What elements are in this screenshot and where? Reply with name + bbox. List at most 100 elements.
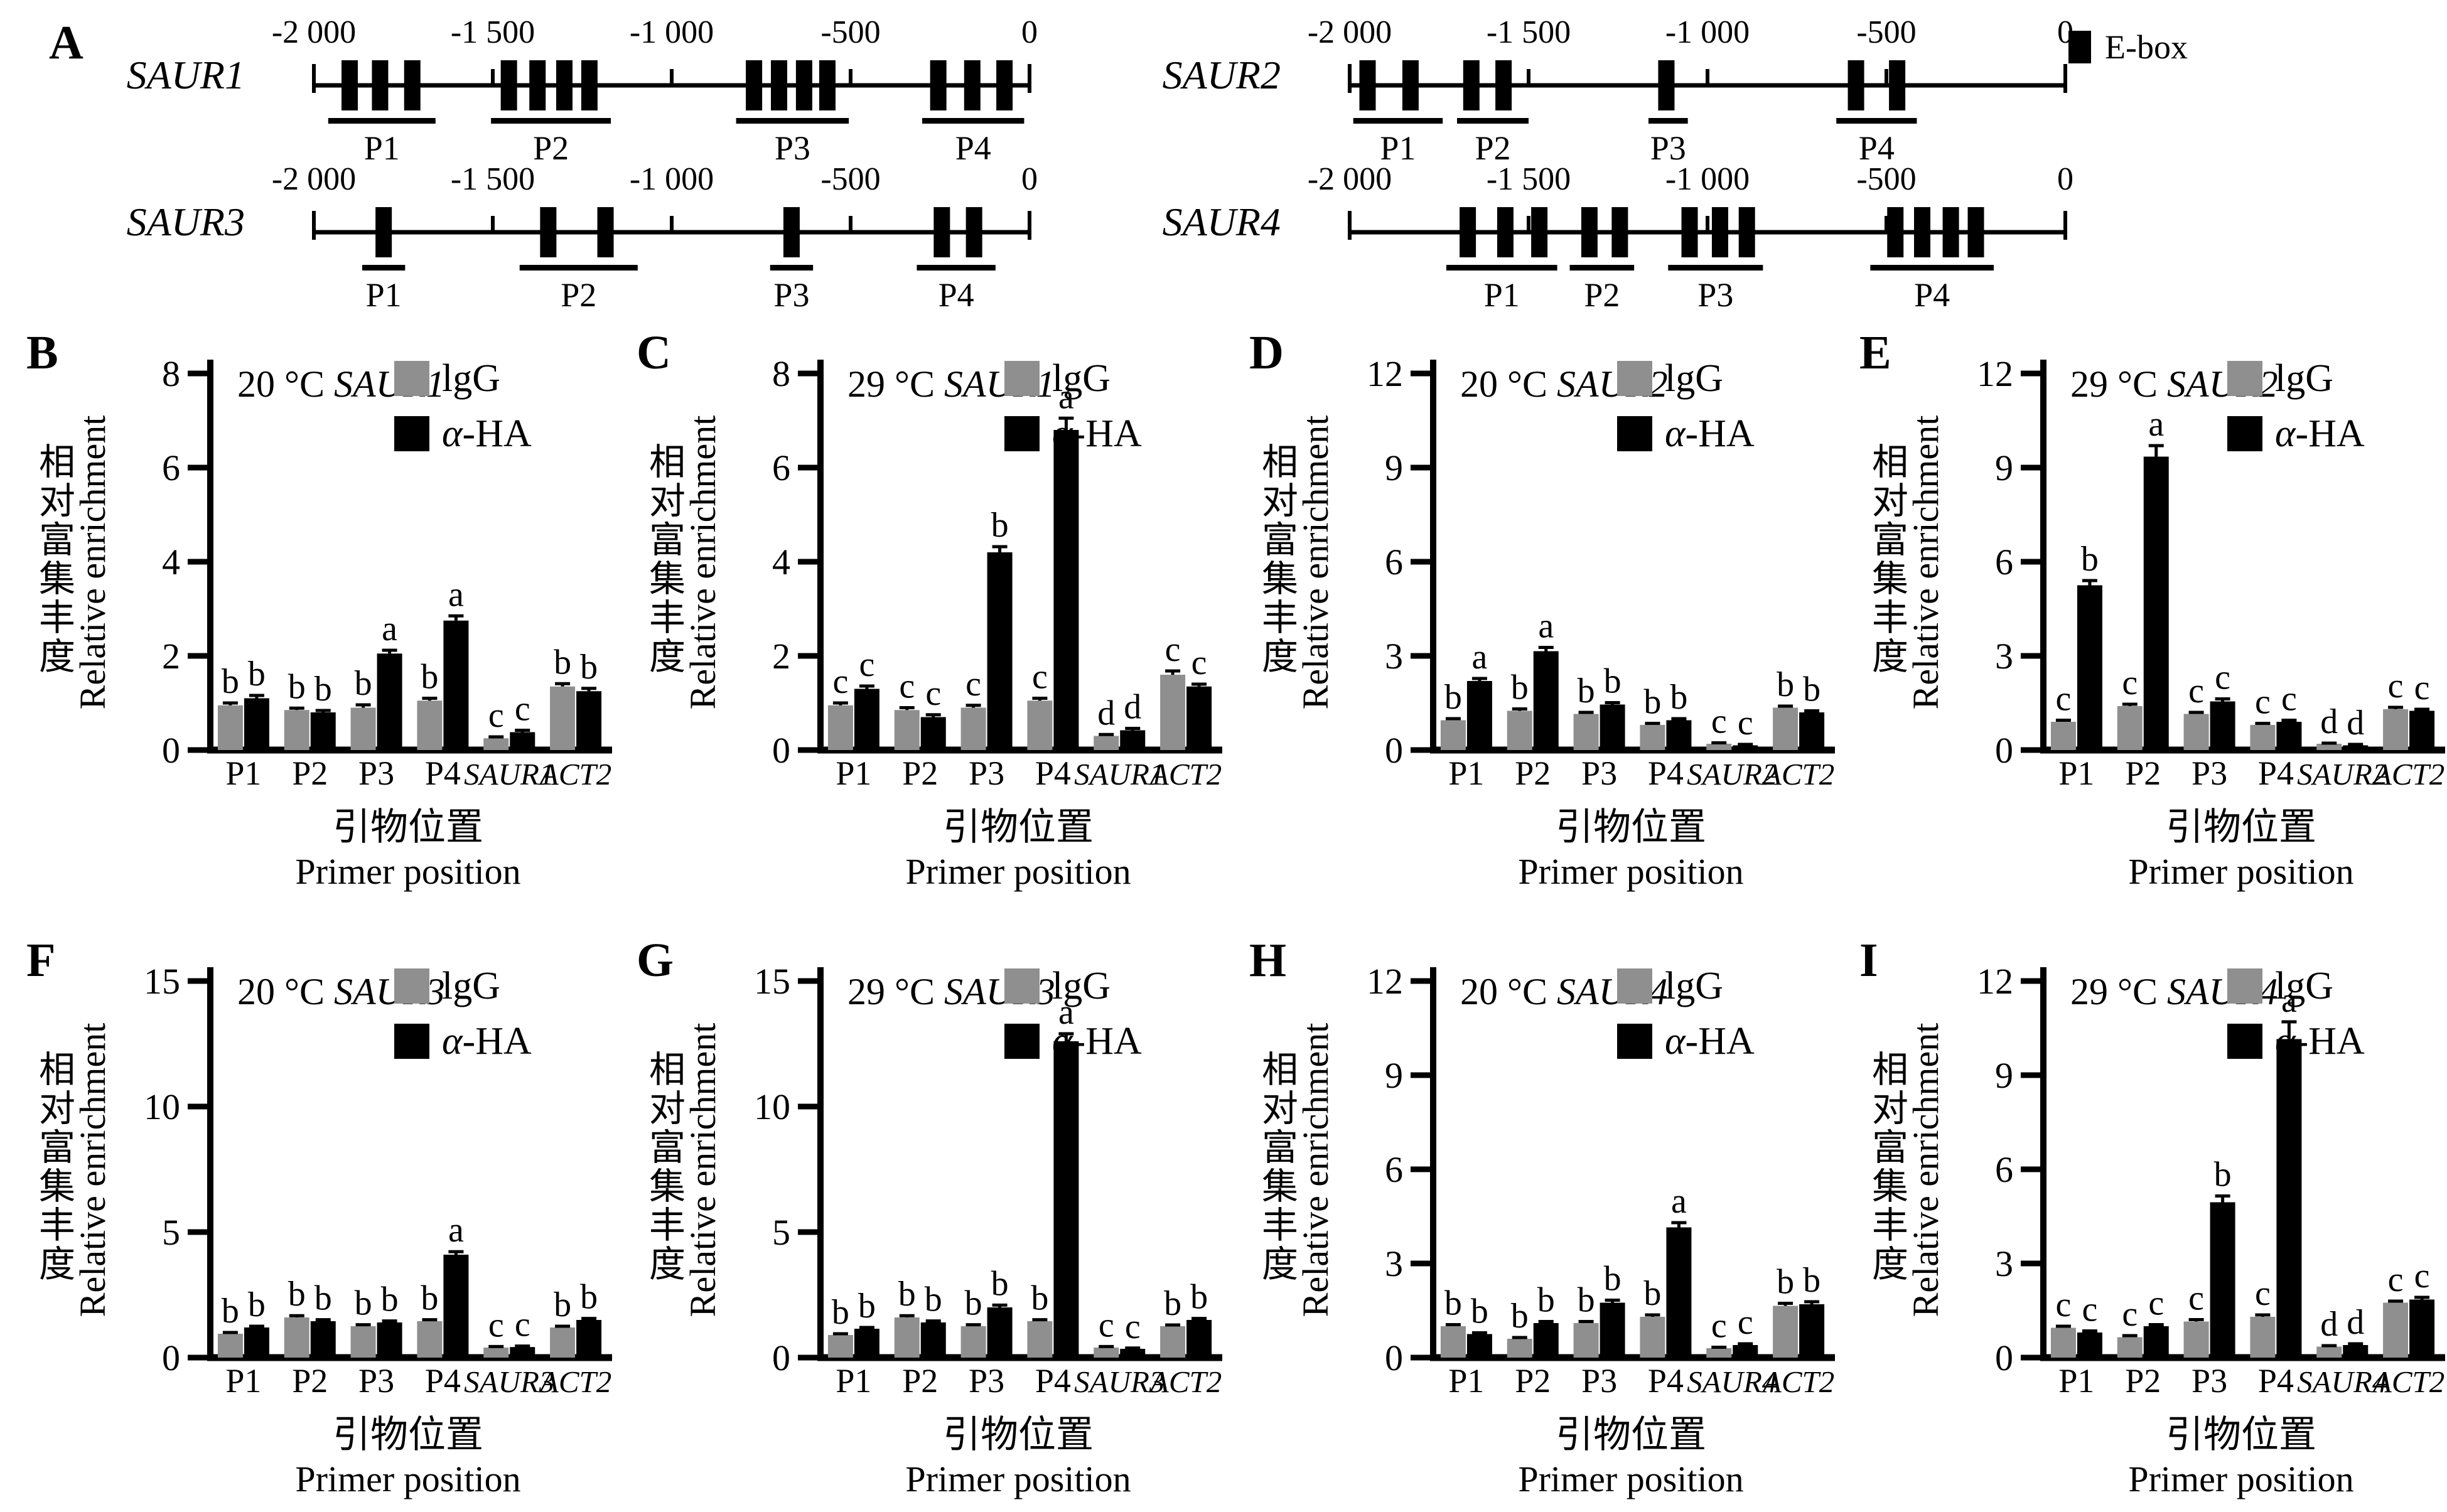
bar-ha bbox=[2409, 1299, 2435, 1358]
bar-igg bbox=[1440, 720, 1466, 750]
bar-ha bbox=[1666, 1227, 1692, 1358]
category-label: P4 bbox=[2258, 754, 2294, 792]
y-tick-label: 12 bbox=[1977, 961, 2013, 1002]
bar-igg bbox=[1706, 1348, 1732, 1358]
bar-igg bbox=[550, 1327, 576, 1358]
bar-ha bbox=[2210, 1202, 2235, 1358]
chart-legend: lgG α-HA bbox=[394, 359, 532, 453]
axis-tick-label: 0 bbox=[1021, 161, 1038, 197]
category-label: P4 bbox=[1648, 1362, 1684, 1400]
category-label: SAUR2 bbox=[2297, 757, 2387, 791]
x-axis-label-en: Primer position bbox=[295, 851, 521, 892]
significance-letter: b bbox=[898, 1275, 916, 1314]
category-label: SAUR3 bbox=[464, 1365, 554, 1399]
legend-label-ha: α-HA bbox=[1665, 412, 1755, 455]
ebox-marker bbox=[500, 60, 517, 110]
y-tick-label: 6 bbox=[1995, 1149, 2013, 1190]
primer-underline bbox=[328, 118, 436, 124]
primer-label: P2 bbox=[533, 129, 569, 167]
bar-igg bbox=[1160, 1326, 1186, 1358]
legend-label-igg: lgG bbox=[442, 965, 500, 1007]
significance-letter: b bbox=[1604, 1260, 1621, 1299]
panel-a: A SAUR1 -2 000 -1 500 -1 000 -500 0 P1 P2 P3 P4 … bbox=[0, 0, 2447, 323]
bar-ha bbox=[310, 1321, 336, 1358]
y-tick-label: 0 bbox=[162, 730, 180, 771]
bar-ha bbox=[377, 1322, 402, 1358]
primer-label: P1 bbox=[1484, 276, 1520, 314]
axis-tick-label: -500 bbox=[1856, 14, 1916, 50]
significance-letter: b bbox=[991, 506, 1009, 545]
legend-row-igg: lgG bbox=[2227, 359, 2365, 398]
y-tick-label: 0 bbox=[162, 1338, 180, 1378]
ebox-marker bbox=[1460, 207, 1476, 257]
y-tick-label: 6 bbox=[162, 448, 180, 488]
y-axis-label-cn: 相对富集丰度 bbox=[1256, 1050, 1297, 1284]
significance-letter: b bbox=[991, 1264, 1009, 1303]
bar-igg bbox=[217, 705, 243, 750]
ebox-marker bbox=[933, 207, 950, 257]
bar-igg bbox=[284, 710, 309, 750]
primer-underline bbox=[1870, 265, 1994, 271]
significance-letter: c bbox=[488, 1306, 504, 1344]
significance-letter: b bbox=[580, 648, 598, 687]
legend-label-igg: lgG bbox=[2275, 965, 2333, 1007]
ebox-marker bbox=[1681, 207, 1698, 257]
primer-label: P3 bbox=[775, 129, 810, 167]
bar-igg bbox=[2050, 722, 2076, 750]
bar-igg bbox=[1706, 744, 1732, 750]
panel-b: B 相对富集丰度 Relative enrichment 0 2 4 6 8 P1 b b P2… bbox=[19, 326, 612, 910]
significance-letter: b bbox=[965, 1284, 982, 1323]
x-axis-label-cn: 引物位置 bbox=[1556, 1414, 1706, 1456]
category-label: P3 bbox=[2192, 754, 2227, 792]
bar-igg bbox=[2117, 706, 2143, 750]
category-label: P1 bbox=[2058, 754, 2094, 792]
igg-swatch-icon bbox=[2227, 968, 2262, 1004]
y-axis-label-en: Relative enrichment bbox=[1905, 415, 1946, 710]
ebox-marker bbox=[1967, 207, 1984, 257]
gene-label-saur3: SAUR3 bbox=[126, 200, 245, 244]
significance-letter: b bbox=[1777, 665, 1794, 704]
category-label: ACT2 bbox=[538, 1365, 611, 1399]
significance-letter: b bbox=[288, 667, 306, 706]
significance-letter: b bbox=[1643, 683, 1661, 722]
y-tick-label: 0 bbox=[772, 730, 790, 771]
y-tick-label: 10 bbox=[754, 1086, 790, 1127]
significance-letter: b bbox=[421, 658, 438, 697]
bar-ha bbox=[443, 1255, 469, 1358]
axis-tick-label: 0 bbox=[2057, 161, 2073, 197]
significance-letter: a bbox=[448, 1211, 464, 1250]
y-tick-label: 6 bbox=[772, 448, 790, 488]
significance-letter: b bbox=[288, 1275, 306, 1314]
ebox-marker bbox=[1889, 60, 1906, 110]
y-tick-label: 0 bbox=[1385, 730, 1403, 771]
x-axis-label-cn: 引物位置 bbox=[943, 1414, 1094, 1456]
primer-label: P1 bbox=[364, 129, 400, 167]
ebox-marker bbox=[372, 60, 389, 110]
legend-label-igg: lgG bbox=[1665, 357, 1723, 400]
significance-letter: b bbox=[222, 662, 239, 701]
promoter-map-saur2: -2 000 -1 500 -1 000 -500 0P1 P2 P3 P4 bbox=[1308, 14, 2073, 167]
bar-ha bbox=[1666, 720, 1692, 750]
significance-letter: b bbox=[1444, 678, 1462, 717]
bar-igg bbox=[2250, 1317, 2276, 1358]
igg-swatch-icon bbox=[1004, 361, 1040, 396]
category-label: P2 bbox=[292, 1362, 328, 1400]
igg-swatch-icon bbox=[1617, 968, 1652, 1004]
chart-legend: lgG α-HA bbox=[1617, 359, 1755, 453]
y-tick-label: 8 bbox=[772, 353, 790, 394]
panel-f: F 相对富集丰度 Relative enrichment 0 5 10 15 P1 b b P… bbox=[19, 934, 612, 1512]
bar-ha bbox=[920, 717, 946, 750]
y-axis-label-en: Relative enrichment bbox=[682, 1022, 723, 1317]
significance-letter: c bbox=[1165, 630, 1181, 669]
ebox-marker bbox=[1738, 207, 1755, 257]
panel-e: E 相对富集丰度 Relative enrichment 0 3 6 9 12 P1 c b P… bbox=[1852, 326, 2445, 910]
bar-igg bbox=[2183, 1321, 2209, 1358]
legend-row-ha: α-HA bbox=[394, 414, 532, 453]
bar-ha bbox=[576, 691, 602, 750]
bar-igg bbox=[350, 707, 376, 750]
significance-letter: d bbox=[2320, 702, 2338, 741]
primer-label: P2 bbox=[561, 276, 596, 314]
bar-ha bbox=[244, 1327, 269, 1358]
bar-ha bbox=[2276, 1039, 2302, 1358]
